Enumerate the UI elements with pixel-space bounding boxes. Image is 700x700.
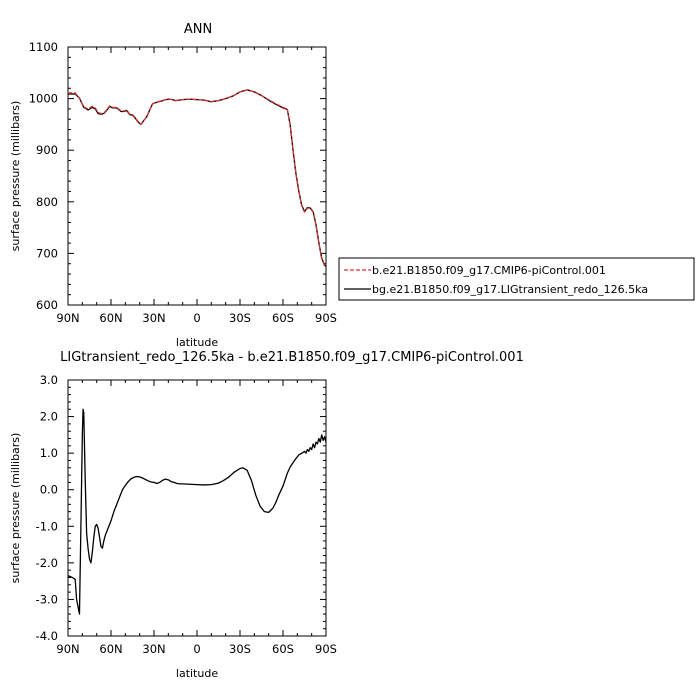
legend-box	[338, 257, 695, 301]
x-tick-label: 30N	[142, 642, 165, 656]
y-tick-label: 1000	[29, 92, 58, 106]
y-tick-label: 900	[36, 143, 58, 157]
x-tick-label: 30S	[229, 311, 251, 325]
bottom-ticks: 90N 60N 30N 0 30S 60S 90S -4.0 -3.0 -2.0 -1.0 0.0 1.…	[36, 373, 337, 656]
x-tick-label: 60N	[99, 311, 122, 325]
y-tick-label: 1100	[29, 40, 58, 54]
series-line	[68, 89, 327, 268]
legend-label-transient: bg.e21.B1850.f09_g17.LIGtransient_redo_1…	[372, 283, 648, 296]
y-tick-label: 1.0	[40, 446, 58, 460]
x-tick-label: 60S	[272, 642, 294, 656]
x-tick-label: 60N	[99, 642, 122, 656]
bottom-panel: LIGtransient_redo_126.5ka - b.e21.B1850.…	[9, 350, 524, 680]
x-tick-label: 90N	[56, 311, 79, 325]
y-tick-label: 700	[36, 246, 58, 260]
y-tick-label: -3.0	[36, 592, 58, 606]
top-plot-frame	[67, 46, 327, 306]
bottom-series	[67, 408, 327, 615]
series-line	[67, 408, 327, 615]
x-tick-label: 0	[193, 642, 200, 656]
y-tick-label: 800	[36, 195, 58, 209]
top-ticks: 90N 60N 30N 0 30S 60S 90S 600 700 800 900 1000 1100	[29, 40, 337, 325]
bottom-x-axis-label: latitude	[176, 667, 218, 680]
legend: b.e21.B1850.f09_g17.CMIP6-piControl.001 …	[338, 257, 695, 301]
y-tick-label: 0.0	[40, 483, 58, 497]
x-tick-label: 30S	[229, 642, 251, 656]
y-tick-label: 3.0	[40, 373, 58, 387]
y-tick-label: 2.0	[40, 410, 58, 424]
x-tick-label: 30N	[142, 311, 165, 325]
y-tick-label: -4.0	[36, 629, 58, 643]
legend-label-control: b.e21.B1850.f09_g17.CMIP6-piControl.001	[372, 264, 606, 277]
top-panel: ANN 90N 60N 30N 0 30S 60S 90S 600 700 800 900 1000 1…	[9, 22, 337, 349]
y-tick-label: -2.0	[36, 556, 58, 570]
x-tick-label: 90N	[56, 642, 79, 656]
bottom-y-axis-label: surface pressure (millibars)	[9, 433, 22, 584]
top-y-axis-label: surface pressure (millibars)	[9, 101, 22, 252]
x-tick-label: 90S	[315, 642, 337, 656]
series-line	[68, 89, 327, 267]
bottom-chart-title: LIGtransient_redo_126.5ka - b.e21.B1850.…	[60, 350, 524, 365]
y-tick-label: -1.0	[36, 519, 58, 533]
top-chart-title: ANN	[184, 22, 212, 37]
x-tick-label: 90S	[315, 311, 337, 325]
y-tick-label: 600	[36, 298, 58, 312]
x-tick-label: 0	[193, 311, 200, 325]
x-tick-label: 60S	[272, 311, 294, 325]
top-series	[68, 89, 327, 268]
top-x-axis-label: latitude	[176, 336, 218, 349]
bottom-plot-frame	[67, 379, 327, 637]
